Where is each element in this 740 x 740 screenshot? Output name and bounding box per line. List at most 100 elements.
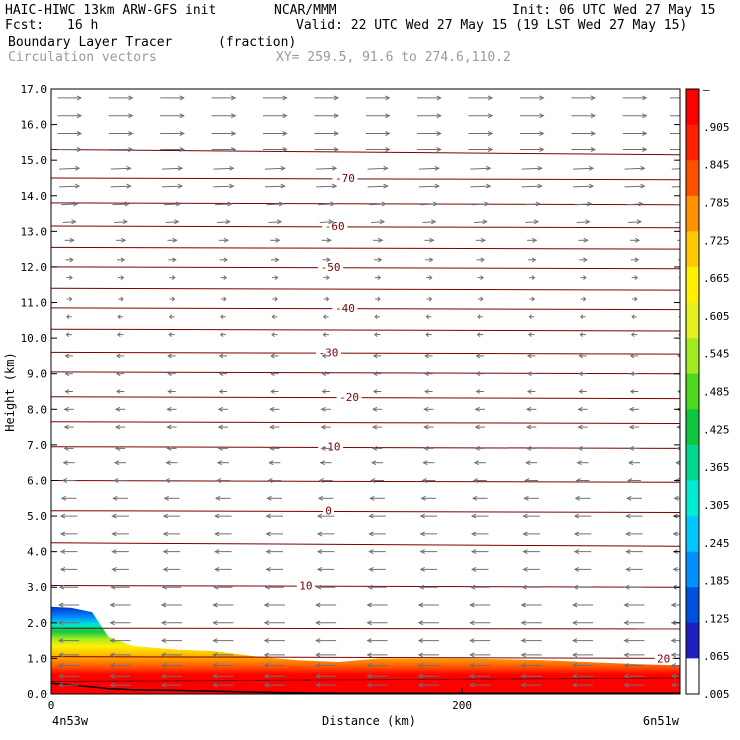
vector-shaft bbox=[213, 185, 234, 188]
vector-head bbox=[69, 237, 75, 243]
vector-head bbox=[223, 257, 229, 263]
vector-head bbox=[116, 332, 121, 337]
contour-line bbox=[51, 421, 680, 424]
vector-head bbox=[165, 460, 171, 466]
vector-head bbox=[576, 460, 582, 466]
contour-line bbox=[51, 396, 680, 400]
valid-time: Valid: 22 UTC Wed 27 May 15 (19 LST Wed … bbox=[296, 18, 688, 33]
contour-line bbox=[51, 446, 680, 449]
vector-head bbox=[642, 147, 648, 152]
vector-head bbox=[419, 513, 425, 519]
vector-shaft bbox=[573, 185, 594, 188]
vector-head bbox=[623, 602, 629, 608]
vector-head bbox=[212, 602, 218, 608]
vector-shaft bbox=[161, 185, 183, 188]
vector-head bbox=[114, 445, 121, 451]
vector-shaft bbox=[59, 185, 80, 188]
vector-head bbox=[168, 332, 173, 337]
vector-head bbox=[572, 584, 579, 590]
vector-head bbox=[213, 584, 219, 590]
tracer-field bbox=[51, 606, 680, 694]
vector-head bbox=[315, 620, 321, 626]
colorbar: – .905 .845 .785 .725 .665 .605 .545 .485 .425 .36… bbox=[685, 83, 730, 701]
vector-head bbox=[670, 663, 677, 668]
vector-head bbox=[527, 389, 532, 394]
vector-head bbox=[583, 237, 589, 243]
vector-head bbox=[179, 95, 185, 101]
vector-head bbox=[571, 652, 578, 658]
vector-shaft bbox=[420, 203, 438, 206]
y-tick-label: 9.0 bbox=[27, 368, 47, 381]
y-tick-label: 3.0 bbox=[27, 581, 47, 594]
colorbar-label: .245 bbox=[703, 537, 730, 550]
vector-head bbox=[214, 513, 220, 519]
vector-head bbox=[171, 296, 176, 302]
vector-head bbox=[421, 478, 427, 483]
vector-head bbox=[371, 406, 378, 412]
vector-head bbox=[368, 531, 374, 537]
contour-label-bg bbox=[316, 346, 341, 359]
vector-head bbox=[672, 531, 678, 537]
colorbar-swatch bbox=[686, 124, 699, 161]
vector-head bbox=[225, 219, 231, 225]
vector-head bbox=[370, 478, 376, 483]
vector-head bbox=[573, 566, 580, 572]
vector-head bbox=[628, 445, 635, 451]
vector-head bbox=[640, 165, 646, 171]
vector-shaft bbox=[470, 185, 491, 188]
colorbar-swatch bbox=[686, 409, 699, 446]
vector-head bbox=[578, 389, 583, 394]
vector-head bbox=[539, 147, 545, 152]
vector-head bbox=[628, 406, 635, 412]
vector-head bbox=[431, 219, 437, 225]
vector-head bbox=[321, 389, 327, 394]
vector-head bbox=[58, 652, 64, 658]
vector-head bbox=[270, 353, 275, 359]
vector-head bbox=[268, 460, 274, 466]
x-right-end-label: 6n51w bbox=[643, 714, 680, 728]
vector-head bbox=[112, 495, 118, 501]
vector-head bbox=[76, 131, 83, 136]
vector-head bbox=[62, 460, 68, 466]
vector-head bbox=[470, 566, 477, 572]
vector-head bbox=[276, 219, 283, 225]
vector-head bbox=[230, 113, 237, 119]
vector-head bbox=[571, 620, 578, 626]
vector-shaft bbox=[473, 221, 487, 223]
vector-head bbox=[578, 353, 583, 359]
vector-head bbox=[328, 219, 334, 225]
vector-head bbox=[333, 113, 340, 119]
vector-head bbox=[385, 147, 391, 152]
colorbar-label: .665 bbox=[703, 272, 730, 285]
vector-shaft bbox=[165, 221, 179, 223]
vector-head bbox=[330, 201, 336, 207]
vector-head bbox=[672, 549, 678, 555]
vector-head bbox=[326, 296, 330, 302]
vector-head bbox=[76, 95, 83, 101]
vector-shaft bbox=[59, 167, 80, 170]
vector-head bbox=[371, 424, 378, 430]
colorbar-label: .785 bbox=[703, 196, 730, 209]
vector-head bbox=[677, 354, 680, 358]
vector-head bbox=[66, 314, 70, 320]
vector-head bbox=[678, 315, 680, 319]
vector-head bbox=[424, 353, 429, 359]
vector-head bbox=[588, 183, 595, 189]
vector-shaft bbox=[675, 221, 680, 223]
vector-head bbox=[117, 314, 121, 320]
vector-head bbox=[114, 406, 121, 412]
vector-head bbox=[372, 371, 378, 377]
vector-head bbox=[59, 531, 66, 537]
vector-head bbox=[71, 219, 77, 225]
vector-head bbox=[475, 389, 481, 394]
vector-head bbox=[74, 183, 81, 189]
vector-head bbox=[223, 275, 228, 280]
vector-head bbox=[218, 389, 224, 394]
vector-head bbox=[470, 584, 476, 590]
vector-head bbox=[625, 549, 631, 555]
vector-head bbox=[69, 257, 74, 263]
vector-head bbox=[318, 478, 325, 483]
vector-head bbox=[316, 549, 323, 555]
vector-head bbox=[128, 131, 134, 136]
vector-head bbox=[432, 201, 439, 207]
